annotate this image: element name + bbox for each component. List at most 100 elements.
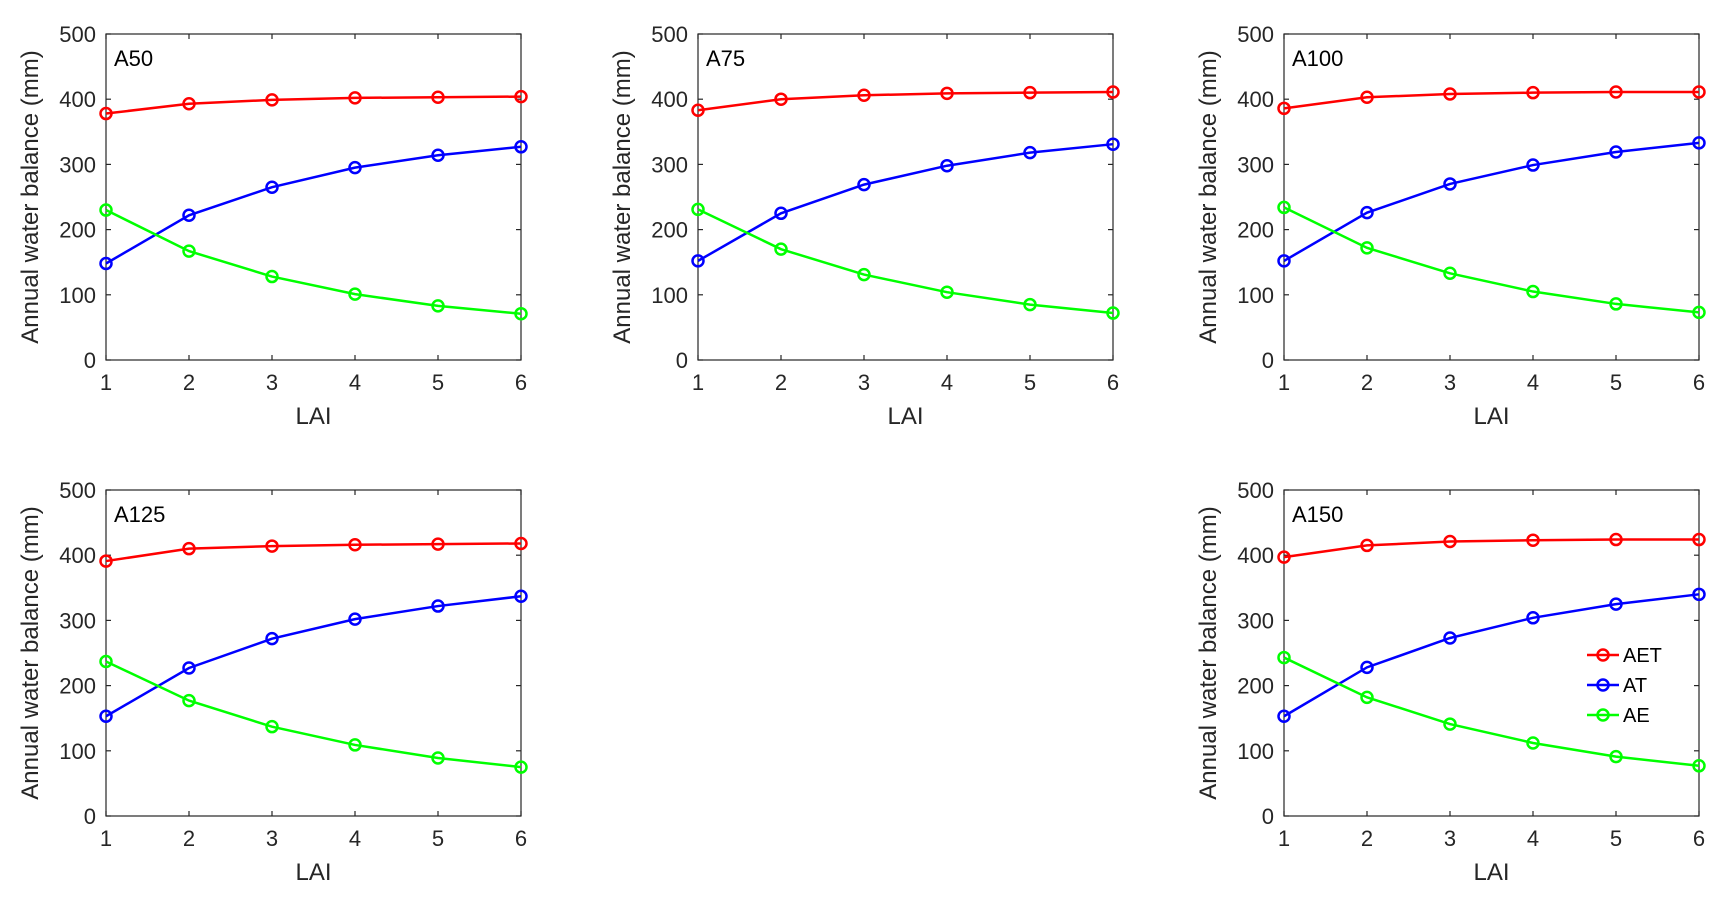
- data-point-at: [182, 208, 196, 223]
- series-line-aet: [105, 95, 522, 115]
- data-point-at: [857, 177, 871, 192]
- panel-label: A100: [1292, 46, 1343, 71]
- data-point-ae: [1609, 749, 1623, 764]
- x-tick-label: 5: [1024, 370, 1036, 395]
- legend-marker-aet: [1596, 648, 1610, 662]
- x-tick-label: 2: [1361, 826, 1373, 851]
- data-point-at: [691, 254, 705, 268]
- panel-label: A150: [1292, 502, 1343, 527]
- y-tick-label: 200: [59, 674, 96, 699]
- data-point-ae: [182, 244, 196, 258]
- data-point-at: [348, 160, 362, 175]
- data-point-ae: [348, 738, 362, 752]
- y-tick-label: 0: [84, 804, 96, 829]
- y-axis-label: Annual water balance (mm): [609, 50, 636, 343]
- legend-marker-at: [1596, 678, 1610, 692]
- data-point-ae: [1443, 266, 1457, 281]
- data-point-ae: [431, 299, 445, 313]
- data-point-aet: [1692, 532, 1706, 547]
- x-tick-label: 3: [1444, 826, 1456, 851]
- data-point-aet: [1360, 538, 1374, 553]
- y-axis-label: Annual water balance (mm): [17, 506, 44, 799]
- x-tick-label: 6: [515, 370, 527, 395]
- data-point-aet: [1692, 85, 1706, 99]
- data-point-ae: [774, 242, 788, 256]
- data-point-ae: [1360, 690, 1374, 705]
- data-point-at: [940, 158, 954, 173]
- data-point-at: [99, 709, 113, 723]
- legend-label-aet: AET: [1623, 645, 1662, 667]
- chart-panel-a150: 1 2 3 4 5 6 0 100 200 300 400 500 LAI Annual water ba…: [1195, 478, 1706, 886]
- data-point-aet: [431, 537, 445, 551]
- data-point-ae: [431, 751, 445, 765]
- y-axis-label: Annual water balance (mm): [1195, 50, 1222, 343]
- x-tick-label: 6: [515, 826, 527, 851]
- data-point-ae: [1023, 297, 1037, 312]
- panel-label: A50: [114, 46, 153, 71]
- x-tick-label: 2: [775, 370, 787, 395]
- x-axis-label: LAI: [1473, 859, 1509, 886]
- data-point-ae: [182, 693, 196, 708]
- data-point-ae: [265, 269, 279, 284]
- data-point-aet: [431, 90, 445, 104]
- x-tick-label: 1: [692, 370, 704, 395]
- data-point-aet: [1609, 532, 1623, 547]
- data-point-aet: [1443, 534, 1457, 549]
- data-point-at: [265, 180, 279, 194]
- data-point-aet: [99, 554, 113, 568]
- x-tick-label: 1: [1278, 370, 1290, 395]
- x-tick-label: 6: [1693, 370, 1705, 395]
- data-point-aet: [265, 539, 279, 553]
- x-tick-label: 2: [183, 826, 195, 851]
- data-point-at: [514, 589, 528, 604]
- data-point-aet: [1106, 85, 1120, 99]
- y-tick-label: 500: [651, 22, 688, 47]
- x-axis-label: LAI: [295, 403, 331, 430]
- data-point-ae: [1277, 650, 1291, 665]
- series-line-aet: [1283, 90, 1699, 110]
- data-point-aet: [774, 92, 788, 106]
- data-point-ae: [691, 202, 705, 217]
- data-point-at: [1526, 611, 1540, 625]
- data-point-at: [774, 206, 788, 221]
- x-tick-label: 5: [432, 370, 444, 395]
- data-point-aet: [348, 538, 362, 552]
- series-line-at: [1283, 141, 1700, 262]
- y-tick-label: 300: [651, 152, 688, 177]
- data-point-at: [1692, 587, 1706, 602]
- data-point-aet: [514, 536, 528, 551]
- data-point-at: [1609, 145, 1623, 159]
- series-line-aet: [697, 90, 1114, 112]
- series-line-ae: [697, 208, 1114, 315]
- y-tick-label: 400: [651, 87, 688, 112]
- plot-area: [1283, 33, 1700, 361]
- data-point-aet: [1023, 85, 1037, 100]
- data-point-at: [99, 256, 113, 271]
- data-point-aet: [1526, 533, 1540, 547]
- x-axis-label: LAI: [1473, 403, 1509, 430]
- y-tick-label: 100: [1237, 283, 1274, 308]
- y-tick-label: 200: [1237, 674, 1274, 699]
- data-point-aet: [1526, 85, 1540, 100]
- y-tick-label: 100: [651, 283, 688, 308]
- data-point-aet: [182, 541, 196, 556]
- data-point-ae: [348, 287, 362, 301]
- data-point-at: [1443, 631, 1457, 645]
- x-tick-label: 5: [1610, 370, 1622, 395]
- y-tick-label: 100: [59, 739, 96, 764]
- series-line-ae: [1283, 206, 1700, 314]
- x-tick-label: 2: [1361, 370, 1373, 395]
- data-point-ae: [1360, 241, 1374, 255]
- y-tick-label: 0: [1262, 804, 1274, 829]
- x-tick-label: 4: [1527, 826, 1539, 851]
- series-line-aet: [105, 542, 522, 563]
- series-line-aet: [1283, 538, 1699, 559]
- plot-area: [105, 33, 522, 361]
- data-point-aet: [1609, 85, 1623, 99]
- data-point-aet: [1277, 101, 1291, 116]
- x-tick-label: 3: [858, 370, 870, 395]
- data-point-at: [1106, 137, 1120, 151]
- data-point-at: [1526, 158, 1540, 172]
- y-tick-label: 200: [651, 218, 688, 243]
- x-tick-label: 5: [432, 826, 444, 851]
